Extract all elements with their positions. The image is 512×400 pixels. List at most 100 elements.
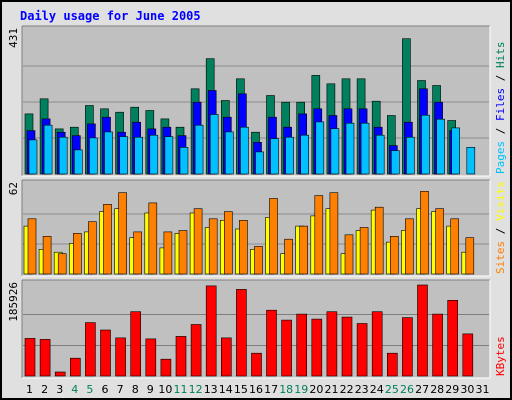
x-tick-label-24: 24 (370, 383, 384, 396)
bar-pages-day-27 (421, 114, 430, 175)
x-tick-label-15: 15 (234, 383, 248, 396)
x-tick-label-7: 7 (117, 383, 124, 396)
legend-hits: Hits (494, 42, 507, 69)
bar-pages-day-4 (74, 149, 83, 175)
bar-pages-day-1 (28, 139, 38, 175)
x-tick-label-3: 3 (56, 383, 63, 396)
bar-kbytes-day-12 (190, 324, 202, 377)
bar-kbytes-day-22 (341, 316, 353, 377)
bar-sites-day-13 (208, 218, 218, 275)
panel-max-label: 431 (7, 28, 20, 48)
bar-sites-day-27 (420, 191, 429, 275)
legend-separator: / (494, 221, 507, 241)
bar-sites-day-25 (389, 236, 399, 275)
x-tick-label-17: 17 (264, 383, 278, 396)
x-tick-label-21: 21 (325, 383, 339, 396)
bar-pages-day-15 (240, 126, 249, 175)
panel-legend: Sites / Visits (494, 181, 507, 274)
bar-pages-day-14 (225, 131, 234, 175)
bar-pages-day-25 (390, 150, 400, 175)
bar-pages-day-24 (375, 134, 385, 175)
bar-pages-day-9 (149, 134, 159, 175)
bar-sites-day-19 (299, 225, 309, 275)
bar-kbytes-day-25 (386, 352, 398, 377)
x-tick-label-4: 4 (71, 383, 78, 396)
x-tick-label-1: 1 (26, 383, 33, 396)
bar-kbytes-day-28 (432, 313, 443, 377)
bar-sites-day-28 (435, 208, 444, 275)
bar-kbytes-day-11 (175, 336, 187, 377)
x-tick-labels: 1 2 3 4 5 6 7 8 9 10 11 12 13 14 15 16 17 18 19 20 21 22 23 24 2… (26, 383, 490, 396)
bar-kbytes-day-10 (160, 358, 172, 377)
bar-pages-day-12 (194, 124, 204, 175)
bar-kbytes-day-2 (39, 339, 51, 377)
bar-pages-day-16 (255, 151, 264, 175)
legend-pages: Pages (494, 141, 507, 174)
bar-pages-day-7 (119, 136, 128, 175)
chart-panels: 431 Pages / Files / Hits 62 Sites / Visits 1… (7, 25, 507, 379)
panel-legend: Pages / Files / Hits (494, 42, 507, 175)
bar-kbytes-day-16 (251, 352, 262, 377)
bar-kbytes-day-13 (205, 285, 217, 377)
bar-kbytes-day-4 (70, 357, 81, 377)
bar-pages-day-28 (436, 118, 445, 175)
x-tick-label-27: 27 (415, 383, 429, 396)
bar-pages-day-2 (43, 124, 53, 175)
bar-sites-day-22 (344, 234, 354, 275)
bar-sites-day-1 (27, 218, 37, 275)
bar-kbytes-day-17 (266, 309, 277, 377)
x-tick-label-26: 26 (400, 383, 414, 396)
bar-pages-day-30 (466, 147, 476, 175)
x-tick-label-14: 14 (219, 383, 233, 396)
bar-sites-day-15 (239, 220, 248, 275)
chart-title: Daily usage for June 2005 (20, 9, 201, 23)
legend-kbytes: KBytes (494, 336, 507, 376)
panel-visitors: 62 Sites / Visits (7, 179, 507, 277)
bar-sites-day-5 (88, 221, 97, 275)
bar-pages-day-26 (406, 136, 415, 175)
bar-kbytes-day-26 (402, 317, 413, 377)
bar-kbytes-day-6 (100, 329, 111, 377)
panel-requests: 431 Pages / Files / Hits (7, 25, 507, 177)
bar-kbytes-day-19 (296, 313, 308, 377)
bar-pages-day-29 (451, 127, 461, 175)
x-tick-label-31: 31 (476, 383, 490, 396)
bar-sites-day-4 (73, 233, 82, 275)
bar-pages-day-3 (58, 136, 68, 175)
bar-pages-day-11 (179, 147, 189, 175)
x-tick-label-19: 19 (294, 383, 308, 396)
bar-sites-day-14 (224, 211, 233, 275)
x-tick-label-28: 28 (430, 383, 444, 396)
bar-kbytes-day-29 (447, 299, 459, 377)
panel-max-label: 185926 (7, 282, 20, 322)
bar-kbytes-day-18 (281, 319, 292, 377)
bar-sites-day-23 (359, 227, 369, 275)
bar-pages-day-22 (345, 122, 355, 175)
bar-pages-day-19 (300, 134, 310, 175)
legend-separator: / (494, 68, 507, 88)
bar-sites-day-12 (193, 208, 203, 275)
bar-sites-day-18 (284, 238, 293, 275)
x-tick-label-6: 6 (102, 383, 109, 396)
x-tick-label-9: 9 (147, 383, 154, 396)
x-tick-label-22: 22 (340, 383, 354, 396)
legend-separator: / (494, 121, 507, 141)
bar-kbytes-day-1 (24, 338, 36, 377)
bar-sites-day-16 (254, 246, 263, 275)
bar-pages-day-6 (104, 131, 113, 175)
bar-kbytes-day-24 (371, 311, 383, 377)
bar-sites-day-9 (148, 202, 158, 275)
bar-pages-day-5 (89, 137, 98, 175)
x-tick-label-11: 11 (174, 383, 188, 396)
bar-pages-day-23 (360, 122, 370, 175)
bar-sites-day-7 (118, 192, 127, 275)
bar-sites-day-11 (178, 230, 188, 275)
bar-sites-day-24 (374, 206, 384, 275)
bar-sites-day-29 (450, 218, 460, 275)
bar-sites-day-2 (42, 236, 52, 275)
x-tick-label-20: 20 (309, 383, 323, 396)
bar-kbytes-day-30 (462, 333, 474, 377)
bar-kbytes-day-3 (54, 371, 66, 377)
bar-sites-day-3 (57, 253, 67, 275)
